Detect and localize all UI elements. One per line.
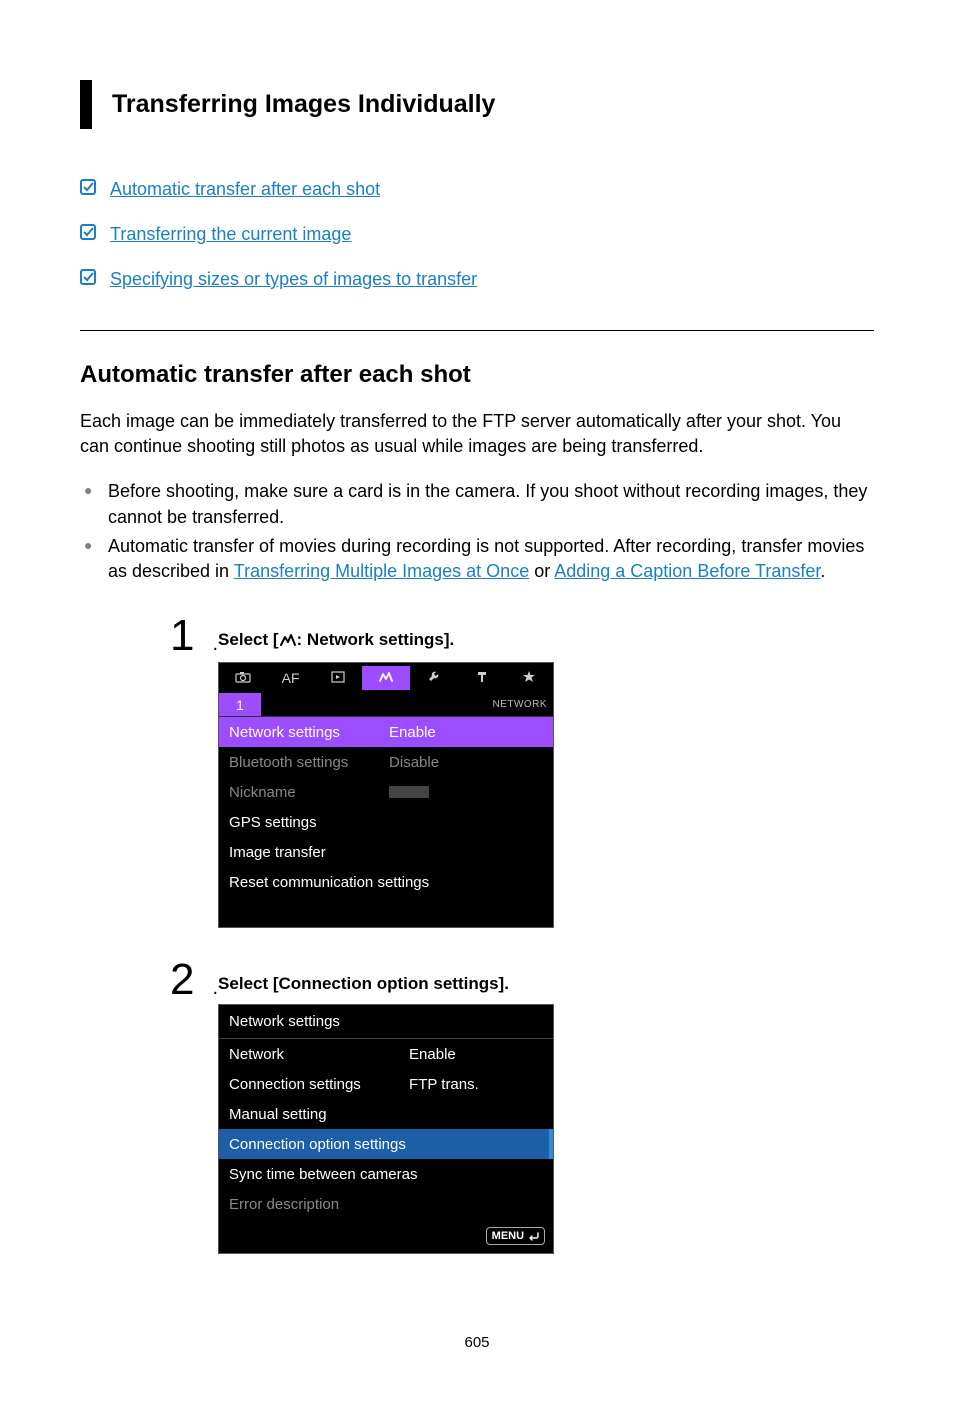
- step-2: 2. Select [Connection option settings]. …: [170, 958, 874, 1254]
- menu-row-sync-time[interactable]: Sync time between cameras: [219, 1159, 553, 1189]
- link-adding-caption[interactable]: Adding a Caption Before Transfer: [554, 561, 820, 581]
- tab-custom-icon[interactable]: [458, 666, 506, 691]
- toc-item: Transferring the current image: [80, 224, 874, 245]
- tab-camera-icon[interactable]: [219, 666, 267, 690]
- step-label-post: : Network settings].: [297, 630, 455, 649]
- toc-item: Automatic transfer after each shot: [80, 179, 874, 200]
- menu-label: Connection settings: [229, 1076, 409, 1093]
- tab-playback-icon[interactable]: [314, 666, 362, 690]
- menu-row-network-settings[interactable]: Network settings Enable: [219, 717, 553, 747]
- toc-item: Specifying sizes or types of images to t…: [80, 269, 874, 290]
- step-body: Select [ : Network settings]. AF 1 NETWOR…: [218, 614, 554, 928]
- step-label: Select [ : Network settings].: [218, 630, 554, 652]
- page-number: 605: [80, 1334, 874, 1351]
- step-number-wrap: 2.: [170, 958, 218, 1002]
- tab-network-icon[interactable]: [362, 666, 410, 690]
- menu-label: Image transfer: [229, 844, 389, 861]
- separator: [80, 330, 874, 331]
- menu-row-reset[interactable]: Reset communication settings: [219, 867, 553, 897]
- bullet-list: Before shooting, make sure a card is in …: [80, 479, 874, 584]
- menu-label: Network settings: [229, 724, 389, 741]
- checkbox-icon: [80, 224, 96, 245]
- menu-value: Enable: [409, 1046, 456, 1063]
- camera-menu-screen-2: Network settings Network Enable Connecti…: [218, 1004, 554, 1254]
- toc-link-auto-transfer[interactable]: Automatic transfer after each shot: [110, 179, 380, 200]
- camera-tabs: AF: [219, 663, 553, 693]
- page-title-block: Transferring Images Individually: [80, 80, 874, 129]
- toc: Automatic transfer after each shot Trans…: [80, 179, 874, 290]
- menu-row-gps[interactable]: GPS settings: [219, 807, 553, 837]
- steps: 1. Select [ : Network settings]. AF 1: [170, 614, 874, 1254]
- menu-value: Disable: [389, 754, 439, 771]
- menu-label: Error description: [229, 1196, 409, 1213]
- menu-row-nickname: Nickname: [219, 777, 553, 807]
- bullet-item: Before shooting, make sure a card is in …: [80, 479, 874, 529]
- menu-back-button[interactable]: MENU: [486, 1227, 545, 1245]
- step-label: Select [Connection option settings].: [218, 974, 554, 994]
- camera-menu-screen: AF 1 NETWORK Network settings Enable Blu…: [218, 662, 554, 928]
- intro-paragraph: Each image can be immediately transferre…: [80, 409, 874, 459]
- menu-row-error-desc: Error description: [219, 1189, 553, 1219]
- step-number: 1: [170, 611, 194, 660]
- menu-btn-label: MENU: [492, 1230, 524, 1242]
- tab-star-icon[interactable]: [505, 666, 553, 691]
- step-number-wrap: 1.: [170, 614, 218, 658]
- tab-wrench-icon[interactable]: [410, 666, 458, 691]
- menu-label: GPS settings: [229, 814, 389, 831]
- toc-link-sizes-types[interactable]: Specifying sizes or types of images to t…: [110, 269, 477, 290]
- step-label-pre: Select [: [218, 630, 278, 649]
- section-heading: Automatic transfer after each shot: [80, 361, 874, 389]
- menu-label: Sync time between cameras: [229, 1166, 543, 1183]
- camera-footer: MENU: [219, 1219, 553, 1253]
- menu-row-manual-setting[interactable]: Manual setting: [219, 1099, 553, 1129]
- link-multiple-images[interactable]: Transferring Multiple Images at Once: [234, 561, 529, 581]
- menu-row-network[interactable]: Network Enable: [219, 1039, 553, 1069]
- menu-row-image-transfer[interactable]: Image transfer: [219, 837, 553, 867]
- step-1: 1. Select [ : Network settings]. AF 1: [170, 614, 874, 928]
- checkbox-icon: [80, 269, 96, 290]
- step-body: Select [Connection option settings]. Net…: [218, 958, 554, 1254]
- menu-label: Nickname: [229, 784, 389, 801]
- network-icon: [279, 632, 297, 652]
- menu-value-block: [389, 786, 429, 798]
- bullet-item: Automatic transfer of movies during reco…: [80, 534, 874, 584]
- camera-subrow: 1 NETWORK: [219, 693, 553, 717]
- tab-af[interactable]: AF: [267, 666, 315, 690]
- page-indicator: 1: [219, 693, 261, 716]
- menu-label: Connection option settings: [229, 1136, 543, 1153]
- menu-row-bluetooth: Bluetooth settings Disable: [219, 747, 553, 777]
- bullet-text: .: [820, 561, 825, 581]
- page-title: Transferring Images Individually: [112, 90, 874, 119]
- camera-spacer: [219, 897, 553, 927]
- checkbox-icon: [80, 179, 96, 200]
- step-number: 2: [170, 955, 194, 1004]
- menu-value: Enable: [389, 724, 436, 741]
- menu-label: Reset communication settings: [229, 874, 543, 891]
- network-label: NETWORK: [492, 699, 553, 710]
- menu-label: Network: [229, 1046, 409, 1063]
- menu-label: Manual setting: [229, 1106, 409, 1123]
- menu-label: Bluetooth settings: [229, 754, 389, 771]
- screen-title: Network settings: [219, 1005, 553, 1039]
- menu-value: FTP trans.: [409, 1076, 479, 1093]
- toc-link-current-image[interactable]: Transferring the current image: [110, 224, 351, 245]
- bullet-text: or: [529, 561, 554, 581]
- return-icon: [527, 1231, 539, 1241]
- menu-row-connection-option[interactable]: Connection option settings: [219, 1129, 553, 1159]
- menu-row-connection-settings[interactable]: Connection settings FTP trans.: [219, 1069, 553, 1099]
